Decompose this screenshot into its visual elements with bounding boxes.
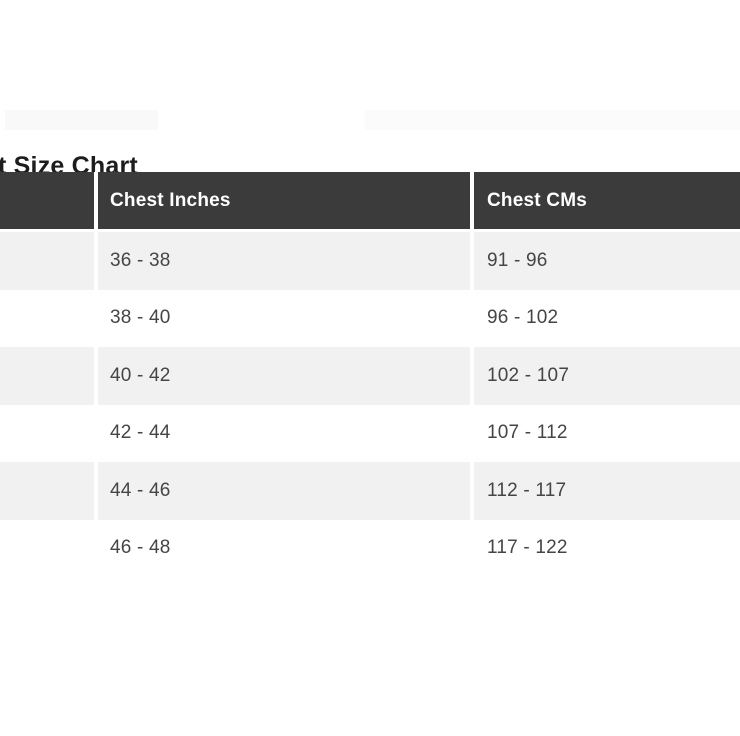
table-row: 36 - 38 91 - 96 [0, 232, 740, 290]
ghost-band-right [365, 110, 740, 130]
cell-chest-inches: 46 - 48 [94, 519, 470, 577]
cell-chest-inches: 40 - 42 [94, 347, 470, 405]
header-cell-chest-cms: Chest CMs [470, 172, 740, 229]
table-row: 40 - 42 102 - 107 [0, 347, 740, 405]
cell-chest-cms: 117 - 122 [470, 519, 740, 577]
cell-size-label [0, 290, 94, 348]
table-row: 38 - 40 96 - 102 [0, 289, 740, 348]
cell-chest-cms: 102 - 107 [470, 347, 740, 405]
cell-chest-inches: 36 - 38 [94, 232, 470, 290]
cell-size-label [0, 232, 94, 290]
table-row: 42 - 44 107 - 112 [0, 404, 740, 463]
cell-chest-inches: 38 - 40 [94, 289, 470, 347]
cell-size-label [0, 347, 94, 405]
cell-size-label [0, 462, 94, 520]
cell-chest-cms: 96 - 102 [470, 289, 740, 347]
ghost-band-left [5, 110, 158, 130]
size-chart-table: Chest Inches Chest CMs 36 - 38 91 - 96 3… [0, 172, 740, 577]
cell-size-label [0, 405, 94, 463]
header-cell-chest-inches: Chest Inches [94, 172, 470, 229]
table-row: 46 - 48 117 - 122 [0, 519, 740, 578]
cell-chest-cms: 107 - 112 [470, 404, 740, 462]
table-header-row: Chest Inches Chest CMs [0, 172, 740, 232]
cell-chest-cms: 112 - 117 [470, 462, 740, 520]
cell-chest-inches: 44 - 46 [94, 462, 470, 520]
cell-size-label [0, 520, 94, 578]
header-cell-size [0, 172, 94, 229]
table-row: 44 - 46 112 - 117 [0, 462, 740, 520]
cell-chest-cms: 91 - 96 [470, 232, 740, 290]
cell-chest-inches: 42 - 44 [94, 404, 470, 462]
